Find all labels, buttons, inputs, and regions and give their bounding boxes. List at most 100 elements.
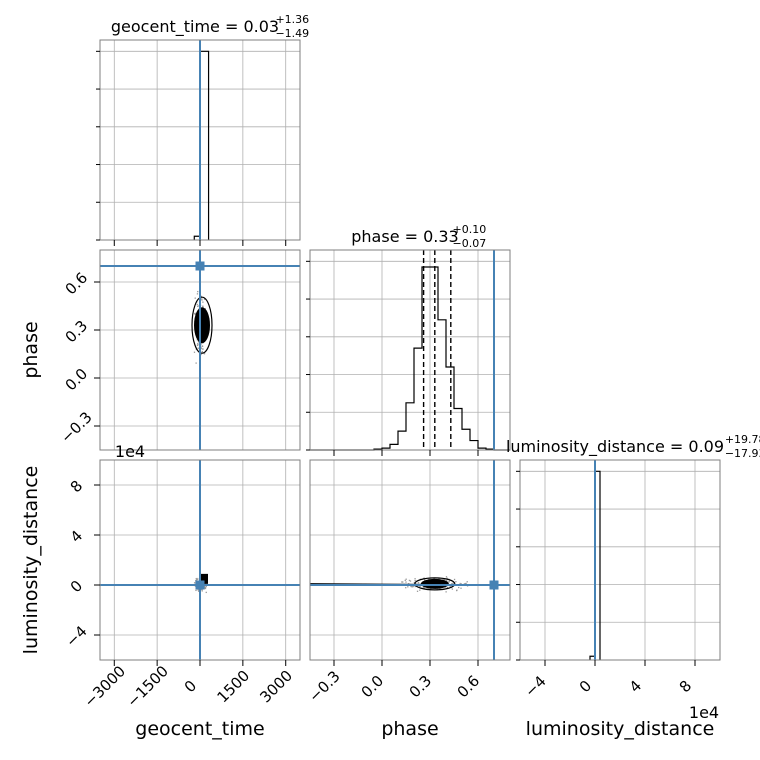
xtick-label-geocent_time: 3000: [256, 667, 296, 707]
sample-point: [194, 582, 197, 584]
sample-point: [197, 589, 200, 591]
injection-marker: [195, 580, 205, 590]
title-luminosity_distance: luminosity_distance = 0.09: [506, 437, 724, 457]
sample-point: [194, 297, 196, 299]
xtick-label-phase: 0.6: [454, 672, 484, 702]
density-core: [200, 573, 209, 584]
sample-point: [453, 578, 456, 581]
injection-marker: [489, 580, 499, 590]
sample-point: [197, 344, 199, 346]
xtick-label-luminosity_distance: 0: [576, 677, 595, 696]
xtick-label-luminosity_distance: 8: [676, 677, 695, 696]
panel-frame-phase-luminosity_distance: [309, 459, 511, 661]
sample-point: [195, 362, 197, 364]
xtick-label-luminosity_distance: −4: [521, 672, 549, 700]
ylabel-phase: phase: [20, 321, 42, 378]
sample-point: [409, 580, 412, 582]
sample-point: [449, 585, 451, 587]
sample-point: [197, 290, 199, 293]
sample-point: [404, 579, 406, 582]
sample-point: [195, 589, 197, 592]
sample-point: [407, 586, 409, 588]
sample-point: [201, 299, 203, 301]
xtick-label-geocent_time: −1500: [123, 662, 172, 711]
sample-point: [200, 343, 202, 345]
sample-point: [205, 586, 207, 588]
sample-point: [422, 586, 425, 589]
sample-point: [201, 298, 203, 300]
ytick-label-luminosity_distance: 8: [67, 477, 86, 496]
sample-point: [203, 353, 206, 355]
sample-point: [196, 577, 198, 580]
sample-point: [410, 585, 412, 588]
sample-point: [445, 576, 448, 578]
sample-point: [201, 345, 204, 347]
sample-point: [442, 578, 444, 581]
title-geocent_time: geocent_time = 0.03: [111, 17, 279, 37]
sample-point: [200, 588, 203, 591]
panel-frame-luminosity_distance: [519, 459, 721, 661]
sample-point: [202, 301, 204, 303]
sample-point: [414, 579, 416, 582]
histogram-phase: [310, 266, 510, 451]
sample-point: [197, 305, 199, 307]
sample-point: [197, 590, 200, 592]
density-core: [420, 578, 449, 589]
sample-point: [196, 303, 198, 306]
sample-point: [203, 298, 206, 300]
sample-point: [460, 583, 463, 585]
sample-point: [197, 342, 199, 345]
title-phase: phase = 0.33: [351, 227, 458, 246]
sample-point: [417, 582, 420, 584]
xtick-label-phase: 0.3: [406, 672, 436, 702]
sample-point: [465, 582, 467, 585]
sample-point: [438, 578, 440, 580]
sample-point: [197, 341, 200, 343]
sample-point: [201, 590, 203, 592]
sample-point: [202, 306, 204, 308]
sample-point: [193, 313, 196, 315]
sample-point: [402, 581, 404, 583]
density-contour: [191, 296, 213, 354]
sample-point: [200, 295, 203, 298]
sample-point: [452, 582, 454, 584]
sample-point: [411, 585, 414, 587]
sample-point: [202, 305, 204, 307]
title-sup-geocent_time: +1.36: [275, 13, 309, 26]
sample-point: [405, 578, 407, 580]
title-sub-phase: −0.07: [453, 237, 487, 250]
sample-point: [466, 581, 468, 583]
ytick-label-phase: −0.3: [57, 408, 95, 446]
histogram-geocent_time: [193, 50, 210, 240]
xlabel-geocent_time: geocent_time: [135, 718, 264, 740]
xtick-label-geocent_time: 1500: [213, 667, 253, 707]
sample-point: [430, 588, 432, 590]
sample-point: [195, 578, 197, 580]
sample-point: [424, 579, 426, 581]
sample-point: [423, 587, 425, 589]
ytick-label-luminosity_distance: −4: [62, 622, 90, 650]
ytick-label-luminosity_distance: 4: [67, 527, 86, 546]
sample-point: [451, 588, 454, 590]
sample-point: [446, 577, 448, 579]
sample-point: [194, 312, 196, 315]
sample-point: [456, 589, 458, 592]
sample-point: [194, 313, 197, 316]
xtick-label-luminosity_distance: 4: [626, 677, 645, 696]
xtick-label-phase: −0.3: [305, 667, 343, 705]
sample-point: [451, 583, 453, 585]
sample-point: [459, 582, 461, 585]
density-core: [194, 307, 211, 344]
sample-point: [445, 591, 447, 593]
title-sup-luminosity_distance: +19.78: [725, 433, 760, 446]
offset-label-y: 1e4: [115, 442, 145, 461]
sample-point: [419, 589, 421, 591]
sample-point: [200, 347, 202, 350]
xtick-label-geocent_time: −3000: [80, 662, 129, 711]
sample-point: [446, 586, 449, 589]
sample-point: [405, 587, 407, 589]
injection-marker: [195, 261, 205, 271]
panel-frame-phase: [309, 249, 511, 451]
sample-point: [413, 581, 416, 584]
